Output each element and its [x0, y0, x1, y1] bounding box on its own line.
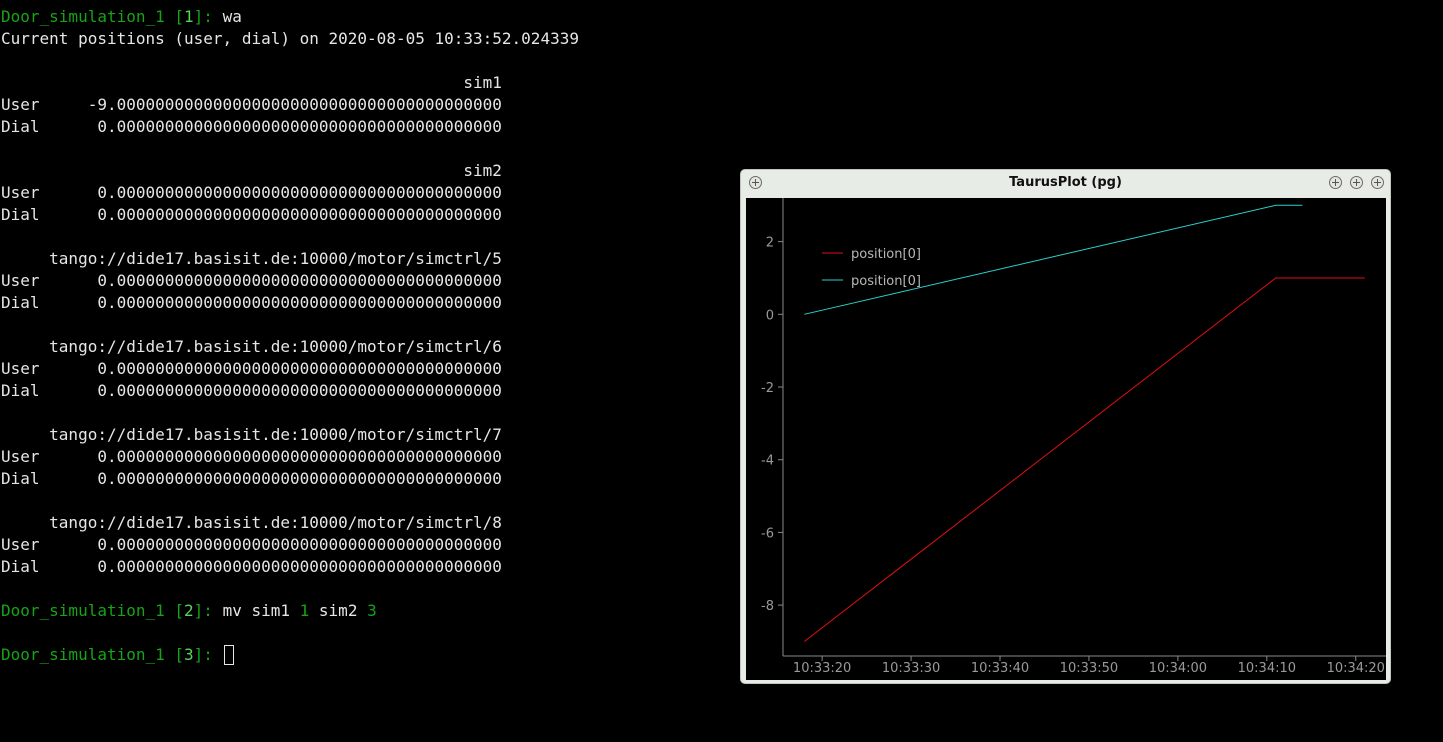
dial-position-row: Dial 0.000000000000000000000000000000000… [1, 205, 502, 224]
minimize-icon[interactable] [1329, 176, 1342, 189]
dial-position-row: Dial 0.000000000000000000000000000000000… [1, 117, 502, 136]
command-text: wa [222, 7, 242, 26]
user-position-row: User 0.000000000000000000000000000000000… [1, 359, 502, 378]
x-tick-label: 10:34:00 [1149, 661, 1207, 676]
prompt-line-3[interactable]: Door_simulation_1 [3]: [1, 644, 721, 666]
blank-line [1, 578, 721, 600]
prompt-number: 3 [184, 645, 194, 664]
plot-canvas[interactable]: 2 0 -2 -4 -6 -8 10:33:20 10:33:30 10:33:40 10:33:… [746, 198, 1386, 680]
legend-label: position[0] [851, 247, 921, 262]
y-tick-label: -4 [761, 454, 774, 469]
x-tick-label: 10:33:40 [971, 661, 1029, 676]
motor-name: tango://dide17.basisit.de:10000/motor/si… [1, 425, 502, 444]
motor-name: tango://dide17.basisit.de:10000/motor/si… [1, 249, 502, 268]
motor-name: sim1 [1, 73, 502, 92]
positions-header: Current positions (user, dial) on 2020-0… [1, 29, 579, 48]
prompt-line-1: Door_simulation_1 [1]: wa [1, 6, 721, 28]
blank-line [1, 50, 721, 72]
command-arg: 3 [367, 601, 377, 620]
x-tick-label: 10:33:30 [882, 661, 940, 676]
y-tick-label: -2 [761, 381, 774, 396]
blank-line [1, 622, 721, 644]
command-text: sim2 [309, 601, 368, 620]
prompt-close: ]: [193, 601, 223, 620]
text-cursor[interactable] [223, 645, 234, 665]
series-line [803, 277, 1365, 642]
prompt-label: Door_simulation_1 [ [1, 601, 185, 620]
prompt-close: ]: [193, 645, 223, 664]
motor-name: tango://dide17.basisit.de:10000/motor/si… [1, 337, 502, 356]
blank-line [1, 402, 721, 424]
x-tick-label: 10:33:50 [1060, 661, 1118, 676]
prompt-number: 1 [184, 7, 194, 26]
dial-position-row: Dial 0.000000000000000000000000000000000… [1, 557, 502, 576]
prompt-label: Door_simulation_1 [ [1, 645, 185, 664]
title-bar[interactable]: TaurusPlot (pg) [741, 170, 1390, 196]
x-tick-label: 10:34:10 [1238, 661, 1296, 676]
blank-line [1, 138, 721, 160]
legend-label: position[0] [851, 274, 921, 289]
line-chart[interactable]: 2 0 -2 -4 -6 -8 10:33:20 10:33:30 10:33:40 10:33:… [746, 198, 1386, 680]
command-arg: 1 [299, 601, 310, 620]
user-position-row: User 0.000000000000000000000000000000000… [1, 447, 502, 466]
terminal[interactable]: Door_simulation_1 [1]: wa Current positi… [1, 6, 721, 666]
y-tick-label: 2 [766, 236, 774, 251]
motor-name: sim2 [1, 161, 502, 180]
x-tick-label: 10:34:20 [1327, 661, 1385, 676]
close-icon[interactable] [1371, 176, 1384, 189]
dial-position-row: Dial 0.000000000000000000000000000000000… [1, 293, 502, 312]
window-title: TaurusPlot (pg) [1009, 175, 1122, 190]
dial-position-row: Dial 0.000000000000000000000000000000000… [1, 469, 502, 488]
user-position-row: User 0.000000000000000000000000000000000… [1, 535, 502, 554]
dial-position-row: Dial 0.000000000000000000000000000000000… [1, 381, 502, 400]
prompt-label: Door_simulation_1 [ [1, 7, 185, 26]
series-line [804, 204, 1303, 315]
maximize-icon[interactable] [1350, 176, 1363, 189]
prompt-line-2: Door_simulation_1 [2]: mv sim1 1 sim2 3 [1, 600, 721, 622]
y-tick-label: -6 [761, 526, 774, 541]
motor-name: tango://dide17.basisit.de:10000/motor/si… [1, 513, 502, 532]
blank-line [1, 490, 721, 512]
blank-line [1, 314, 721, 336]
y-tick-label: -8 [761, 599, 774, 614]
user-position-row: User 0.000000000000000000000000000000000… [1, 183, 502, 202]
user-position-row: User 0.000000000000000000000000000000000… [1, 271, 502, 290]
prompt-number: 2 [184, 601, 194, 620]
user-position-row: User -9.00000000000000000000000000000000… [1, 95, 502, 114]
window-menu-icon[interactable] [749, 176, 762, 189]
taurus-plot-window[interactable]: TaurusPlot (pg) 2 0 -2 -4 -6 -8 10:33:20 10:33:… [740, 169, 1391, 684]
motor-blocks: sim1 User -9.0000000000000000000000000000… [1, 50, 721, 600]
command-text: mv sim1 [222, 601, 300, 620]
blank-line [1, 226, 721, 248]
y-tick-label: 0 [766, 308, 774, 323]
x-tick-label: 10:33:20 [793, 661, 851, 676]
prompt-close: ]: [193, 7, 223, 26]
